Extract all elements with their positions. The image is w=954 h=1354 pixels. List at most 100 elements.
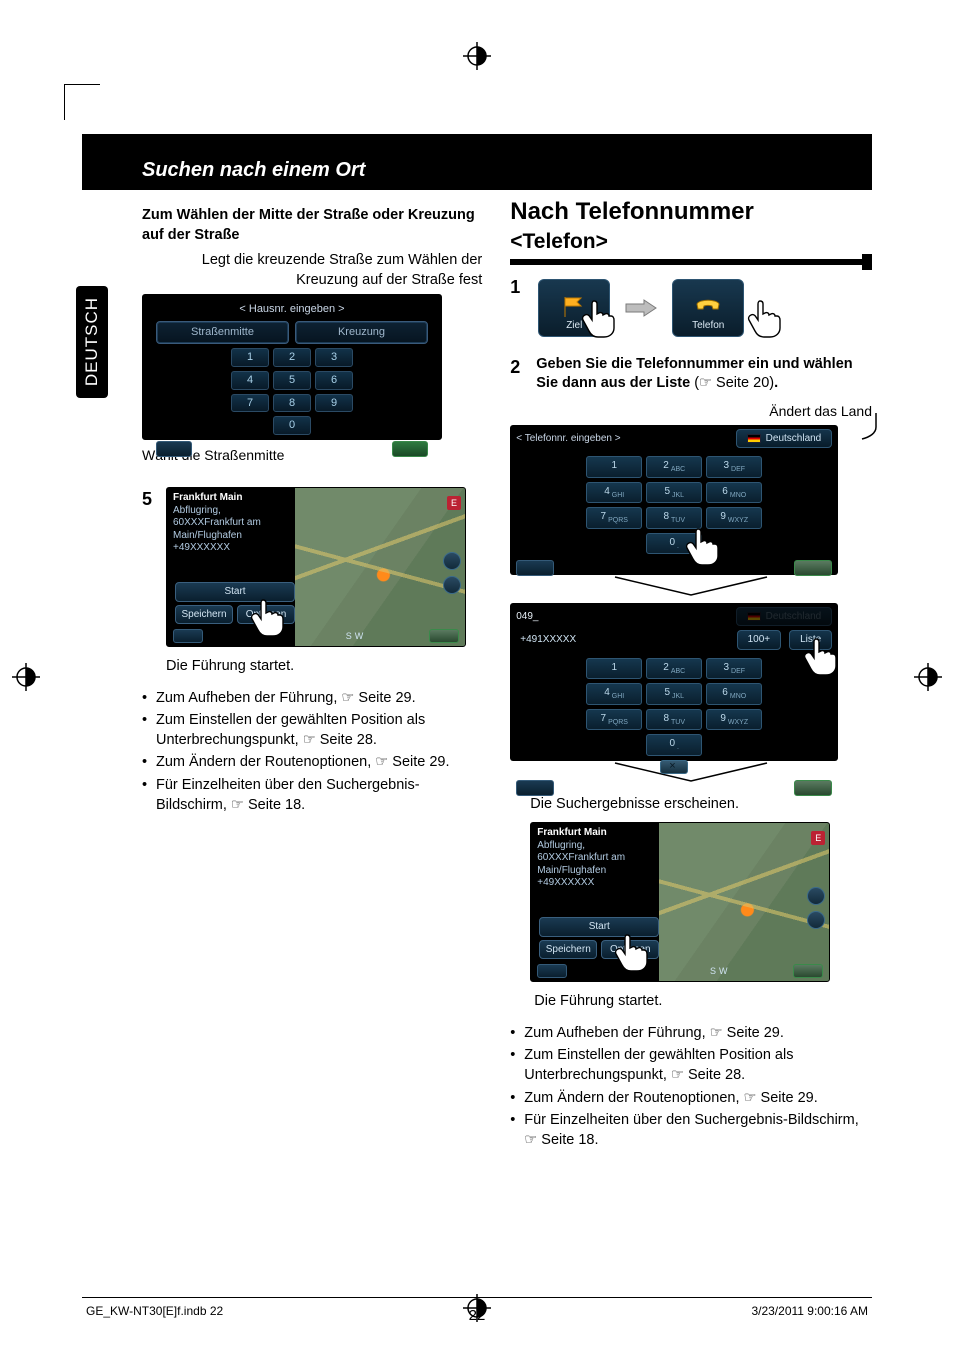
keypad-key: 7PQRS	[586, 507, 642, 528]
keypad-key: 1	[586, 658, 642, 679]
caption: Die Suchergebnisse erscheinen.	[530, 795, 872, 815]
bullet-item: Für Einzelheiten über den Suchergebnis-B…	[510, 1111, 872, 1150]
bullet-item: Zum Einstellen der gewählten Position al…	[142, 711, 482, 750]
phone-keypad: 12ABC3DEF 4GHI5JKL6MNO 7PQRS8TUV9WXYZ0.	[516, 658, 832, 756]
compass-east-icon: E	[447, 496, 461, 510]
numeric-keypad: 1234567890	[148, 348, 436, 435]
connector-icon	[611, 573, 771, 599]
compass-sw: SW	[346, 630, 367, 642]
page: DEUTSCH Suchen nach einem Ort Zum Wählen…	[0, 0, 954, 1354]
result-count: 100+	[737, 630, 782, 650]
country-button: Deutschland	[736, 607, 833, 627]
box-heading: Zum Wählen der Mitte der Straße oder Kre…	[142, 206, 482, 245]
keypad-key: 2	[273, 348, 311, 367]
save-button: Speichern	[175, 605, 233, 625]
step-number: 5	[142, 487, 160, 647]
bullet-item: Zum Aufheben der Führung, ☞ Seite 29.	[510, 1024, 872, 1044]
phone-result-screenshot: 049_ Deutschland +491XXXXX 100+ Liste 12…	[510, 603, 838, 761]
save-button: Speichern	[539, 940, 597, 960]
note: Ändert das Land	[510, 402, 872, 421]
hand-pointer-icon	[245, 592, 291, 638]
keypad-key: 6	[315, 371, 353, 390]
language-tab: DEUTSCH	[76, 286, 108, 398]
keypad-key: 1	[586, 456, 642, 477]
bullet-list: Zum Aufheben der Führung, ☞ Seite 29.Zum…	[510, 1024, 872, 1150]
map-result-screenshot: E Frankfurt Main Abflugring, 60XXXFrankf…	[530, 822, 830, 982]
back-icon	[537, 964, 567, 978]
keypad-key: 5JKL	[646, 683, 702, 704]
keypad-key: 2ABC	[646, 456, 702, 477]
right-column: Nach Telefonnummer <Telefon> 1 Ziel Tele…	[510, 200, 872, 1153]
footer-right: 3/23/2011 9:00:16 AM	[751, 1304, 868, 1318]
map-result-screenshot: E Frankfurt Main Abflugring, 60XXXFrankf…	[166, 487, 466, 647]
footer-left: GE_KW-NT30[E]f.indb 22	[86, 1304, 223, 1318]
delete-icon	[660, 760, 688, 774]
compass-sw: SW	[710, 965, 731, 977]
map-background	[659, 823, 829, 981]
heading: Nach Telefonnummer	[510, 196, 872, 228]
keypad-key: 8	[273, 394, 311, 413]
result-info: Frankfurt Main Abflugring, 60XXXFrankfur…	[537, 827, 625, 890]
keypad-key: 2ABC	[646, 658, 702, 679]
street-center-button: Straßenmitte	[156, 321, 289, 344]
arrow-right-icon	[624, 298, 658, 318]
left-column: Zum Wählen der Mitte der Straße oder Kre…	[142, 200, 482, 1153]
keypad-key: 8TUV	[646, 709, 702, 730]
country-button: Deutschland	[736, 429, 833, 449]
language-tab-label: DEUTSCH	[82, 297, 102, 386]
registration-mark-icon	[463, 42, 491, 70]
keypad-key: 9WXYZ	[706, 709, 762, 730]
keypad-key: 0	[273, 416, 311, 435]
bullet-item: Zum Ändern der Routenoptionen, ☞ Seite 2…	[510, 1089, 872, 1109]
result-info: Frankfurt Main Abflugring, 60XXXFrankfur…	[173, 492, 261, 555]
germany-flag-icon	[747, 612, 761, 621]
bullet-item: Zum Aufheben der Führung, ☞ Seite 29.	[142, 689, 482, 709]
heading-rule	[510, 259, 872, 265]
back-icon	[173, 629, 203, 643]
section-title: Suchen nach einem Ort	[142, 159, 365, 182]
keypad-key: 3DEF	[706, 658, 762, 679]
phone-icon	[693, 295, 723, 319]
content: DEUTSCH Suchen nach einem Ort Zum Wählen…	[82, 88, 872, 1268]
nav-icon-row: Ziel Telefon	[538, 279, 872, 337]
germany-flag-icon	[747, 434, 761, 443]
step-number: 1	[510, 275, 528, 299]
keypad-key: 3DEF	[706, 456, 762, 477]
keypad-key: 4GHI	[586, 683, 642, 704]
caption: Die Führung startet.	[534, 992, 872, 1012]
hand-pointer-icon	[798, 631, 844, 677]
screenshot-title: < Hausnr. eingeben >	[148, 300, 436, 321]
bullet-item: Zum Einstellen der gewählten Position al…	[510, 1046, 872, 1085]
hand-pointer-icon	[742, 293, 788, 339]
caption: Die Führung startet.	[166, 657, 482, 677]
screenshot-title: < Telefonnr. eingeben >	[516, 432, 727, 446]
keypad-key: 6MNO	[706, 482, 762, 503]
footer-rule	[82, 1297, 872, 1298]
keypad-key: 5JKL	[646, 482, 702, 503]
intersection-button: Kreuzung	[295, 321, 428, 344]
dial-display: 049_	[516, 610, 727, 624]
ok-icon	[429, 629, 459, 643]
registration-mark-icon	[12, 663, 40, 691]
hand-pointer-icon	[576, 293, 622, 339]
keypad-key: 1	[231, 348, 269, 367]
bullet-item: Für Einzelheiten über den Suchergebnis-B…	[142, 776, 482, 815]
step-text: Geben Sie die Telefonnummer ein und wähl…	[536, 355, 872, 394]
keypad-key: 0.	[646, 734, 702, 755]
map-background	[295, 488, 465, 646]
number-display: +491XXXXX	[516, 633, 728, 647]
keypad-key: 5	[273, 371, 311, 390]
back-icon	[516, 780, 554, 796]
ok-icon	[794, 780, 832, 796]
box-subtext: Legt die kreuzende Straße zum Wählen der…	[142, 251, 482, 290]
phone-keypad: 12ABC3DEF4GHI5JKL6MNO7PQRS8TUV9WXYZ0.	[516, 456, 832, 554]
keypad-key: 4GHI	[586, 482, 642, 503]
callout-line	[838, 411, 878, 451]
registration-mark-icon	[914, 663, 942, 691]
back-icon	[156, 441, 192, 457]
ok-icon	[794, 560, 832, 576]
keypad-key: 6MNO	[706, 683, 762, 704]
keypad-key: 7PQRS	[586, 709, 642, 730]
keypad-key: 3	[315, 348, 353, 367]
phone-entry-screenshot: < Telefonnr. eingeben > Deutschland 12AB…	[510, 425, 838, 575]
